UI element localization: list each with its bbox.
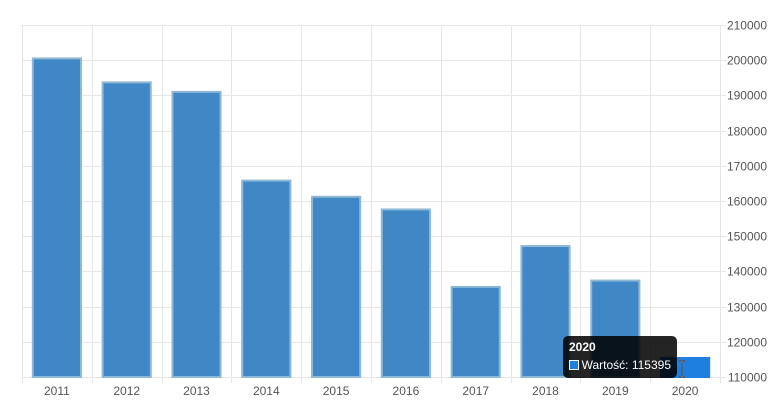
y-tick-label: 110000 [728, 371, 767, 385]
tooltip-title: 2020 [569, 340, 596, 354]
x-tick-label: 2012 [113, 384, 140, 398]
bars [31, 57, 711, 379]
tooltip: 2020 Wartość: 115395 [563, 336, 677, 378]
bar-2018[interactable] [520, 245, 571, 378]
tooltip-row: Wartość: 115395 [569, 358, 671, 372]
y-tick-label: 180000 [727, 125, 767, 139]
tooltip-label: Wartość: 115395 [581, 358, 671, 372]
bar-2013[interactable] [171, 90, 222, 378]
y-tick-label: 170000 [727, 160, 767, 174]
x-tick-label: 2015 [323, 384, 350, 398]
y-tick-label: 120000 [727, 336, 767, 350]
y-tick-label: 210000 [727, 19, 767, 33]
x-tick-label: 2017 [462, 384, 489, 398]
bar-2012[interactable] [101, 81, 152, 378]
y-tick-label: 130000 [727, 301, 767, 315]
x-tick-label: 2014 [253, 384, 280, 398]
text-cursor-icon [679, 360, 685, 378]
bar-2014[interactable] [241, 179, 292, 378]
x-tick-label: 2011 [44, 384, 70, 398]
x-tick-label: 2013 [183, 384, 210, 398]
tooltip-swatch [569, 360, 579, 370]
x-axis-labels: 2011 2012 2013 2014 2015 2016 2017 2018 2019 2020 [44, 384, 699, 398]
y-tick-label: 200000 [727, 54, 767, 68]
y-axis-labels: 110000 120000 130000 140000 150000 160000 1700… [727, 19, 767, 385]
y-tick-label: 160000 [727, 195, 767, 209]
bar-2016[interactable] [380, 208, 431, 378]
x-tick-label: 2016 [393, 384, 420, 398]
bar-2011[interactable] [31, 57, 82, 378]
y-tick-label: 140000 [727, 265, 767, 279]
bar-2015[interactable] [311, 195, 362, 378]
bar-2017[interactable] [450, 285, 501, 378]
x-tick-label: 2020 [672, 384, 699, 398]
x-tick-label: 2019 [602, 384, 629, 398]
y-tick-label: 190000 [727, 89, 767, 103]
y-tick-label: 150000 [727, 230, 767, 244]
x-tick-label: 2018 [532, 384, 559, 398]
